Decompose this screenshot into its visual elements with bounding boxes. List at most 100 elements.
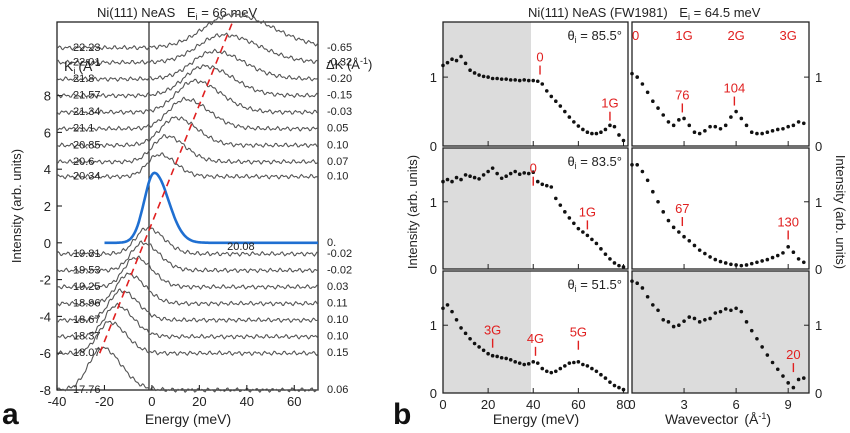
data-point	[755, 336, 759, 341]
x-tick-label: 9	[785, 397, 792, 412]
data-point	[517, 172, 522, 177]
data-point	[677, 118, 681, 122]
data-point	[612, 124, 617, 129]
dk-label: 0.07	[327, 156, 348, 168]
data-point	[441, 306, 445, 311]
data-point	[645, 294, 650, 299]
data-point	[486, 351, 490, 356]
data-point	[472, 341, 477, 346]
data-point	[708, 124, 712, 129]
x-tick-label: 6	[733, 397, 740, 412]
data-point	[477, 177, 481, 181]
shaded-region	[443, 22, 531, 146]
panel-a: Ni(111) NeAS Ei = 66 meV 22.23 -0.6522.01…	[2, 5, 372, 431]
y-tick-label: 0	[430, 139, 437, 154]
data-point	[572, 360, 576, 365]
y-tick-label: 0	[815, 386, 822, 401]
panel-b-xlabel-energy: Energy (meV)	[493, 411, 579, 427]
data-point	[486, 169, 490, 174]
data-point	[697, 131, 702, 136]
data-point	[661, 210, 666, 214]
data-point	[677, 230, 681, 234]
data-point	[540, 366, 545, 371]
data-point	[708, 316, 712, 321]
data-point	[535, 79, 540, 84]
data-point	[617, 133, 621, 137]
data-point	[744, 123, 749, 128]
data-point	[770, 255, 775, 260]
data-point	[635, 163, 640, 167]
y-tick-label: 1	[430, 70, 437, 85]
ki-header: Ki (Å-1	[64, 58, 100, 76]
data-point	[526, 171, 531, 176]
data-point	[755, 131, 759, 136]
data-point	[687, 238, 692, 243]
data-point	[554, 99, 558, 104]
data-point	[540, 82, 545, 86]
peak-label: 67	[675, 201, 689, 216]
peak-label: 0	[536, 50, 543, 65]
data-point	[454, 58, 459, 63]
data-point	[463, 61, 468, 66]
ki-label: 21.8	[73, 73, 94, 85]
spectrum-trace	[56, 32, 319, 66]
data-point	[729, 115, 733, 119]
spectrum-trace	[56, 320, 319, 357]
data-point	[526, 78, 531, 83]
x-tick-label: 0	[439, 397, 446, 412]
reciprocal-lattice-label: 3G	[780, 28, 797, 43]
y-tick-label: 1	[815, 195, 822, 210]
data-point	[723, 307, 728, 311]
y-tick-label: 1	[430, 318, 437, 333]
panel-b-ylabel-right: Intensity (arb. units)	[833, 155, 848, 269]
shaded-region	[443, 271, 531, 393]
ki-label: 18.96	[73, 298, 101, 310]
spectrum-trace	[56, 96, 319, 132]
data-point	[522, 171, 527, 175]
data-point	[765, 257, 770, 262]
spectrum-trace	[56, 116, 319, 149]
data-point	[708, 255, 712, 259]
data-point	[554, 369, 558, 374]
data-point	[621, 265, 626, 269]
data-point	[781, 374, 785, 378]
reciprocal-lattice-label: 1G	[675, 28, 692, 43]
data-point	[744, 320, 749, 324]
peak-label: 1G	[601, 96, 618, 111]
data-point	[490, 166, 495, 170]
data-point	[581, 127, 585, 132]
data-point	[513, 360, 517, 364]
data-point	[599, 130, 603, 135]
x-tick-label: 0	[628, 397, 635, 412]
spectrum-trace	[104, 171, 318, 245]
subplot-frame	[631, 21, 810, 147]
x-tick-label: 0	[148, 394, 155, 409]
data-point	[621, 387, 626, 392]
data-point	[640, 169, 645, 174]
data-point	[796, 257, 801, 261]
data-point	[585, 233, 590, 238]
dk-header: ΔK (Å-1)	[326, 56, 372, 72]
data-point	[723, 123, 728, 128]
data-point	[796, 120, 801, 124]
data-point	[796, 377, 801, 382]
data-point	[486, 75, 490, 79]
data-point	[508, 78, 513, 82]
data-point	[608, 257, 612, 261]
data-point	[749, 130, 754, 135]
y-tick-label: -6	[39, 346, 51, 361]
data-point	[770, 360, 775, 365]
ki-label: 18.67	[73, 314, 101, 326]
data-point	[651, 189, 655, 194]
data-point	[594, 131, 599, 136]
data-point	[477, 73, 481, 77]
x-tick-label: 20	[481, 397, 495, 412]
data-point	[481, 74, 486, 79]
data-point	[540, 182, 545, 187]
x-tick-label: 60	[571, 397, 585, 412]
data-point	[739, 116, 744, 121]
data-point	[640, 82, 645, 86]
dk-label: 0.10	[327, 139, 348, 151]
panel-a-x-ticks: -40 -20 0 20 40 60	[48, 385, 302, 409]
